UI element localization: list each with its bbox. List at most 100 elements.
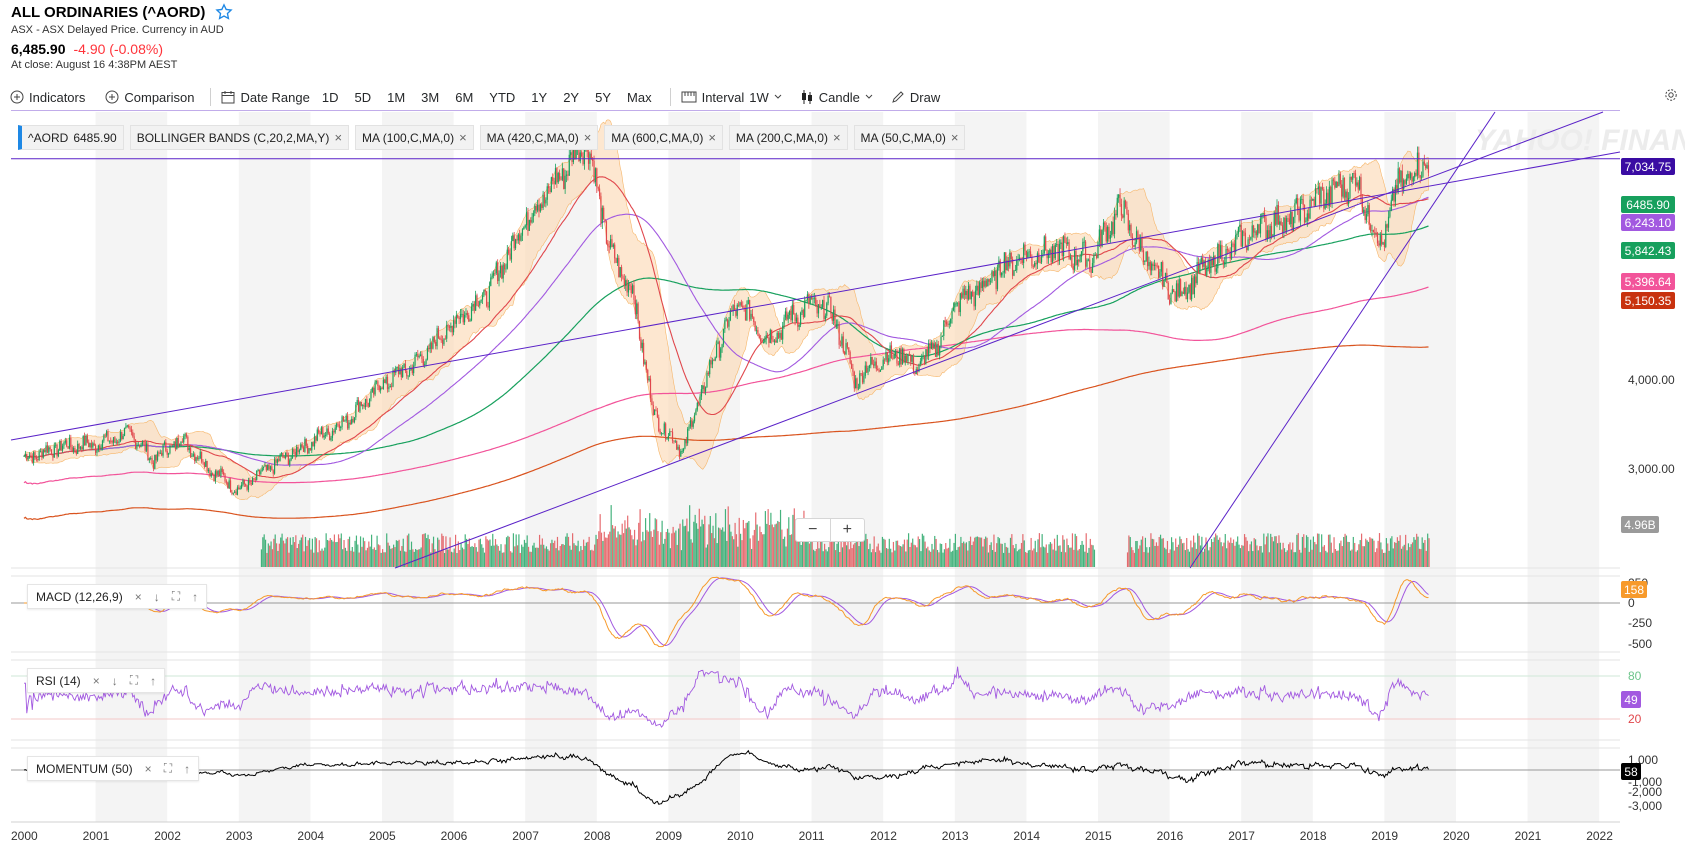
candle-body xyxy=(1335,182,1337,188)
candle-body xyxy=(632,285,634,294)
quote-title: ALL ORDINARIES (^AORD) xyxy=(11,3,206,21)
volume-bar xyxy=(1400,548,1403,567)
candle-body xyxy=(696,402,698,410)
volume-bar xyxy=(823,543,826,567)
candle-body xyxy=(1093,255,1095,264)
close-icon[interactable]: × xyxy=(334,130,343,145)
volume-bar xyxy=(331,539,333,567)
arrow-up-icon[interactable]: ↑ xyxy=(184,761,191,776)
candle-body xyxy=(888,358,890,363)
draw-button[interactable]: Draw xyxy=(891,90,940,105)
gear-icon[interactable] xyxy=(1664,88,1678,102)
candle-body xyxy=(97,445,99,451)
range-1m[interactable]: 1M xyxy=(387,89,406,105)
candle-body xyxy=(879,369,882,372)
volume-bar xyxy=(1389,538,1392,567)
candle-body xyxy=(1133,245,1135,247)
chart-type-button[interactable]: Candle xyxy=(800,89,873,105)
legend-ma100[interactable]: MA (100,C,MA,0) × xyxy=(355,125,474,150)
range-3m[interactable]: 3M xyxy=(421,89,440,105)
arrow-up-icon[interactable]: ↑ xyxy=(192,589,199,604)
legend-ma420[interactable]: MA (420,C,MA,0) × xyxy=(479,125,599,150)
arrow-down-icon[interactable]: ↓ xyxy=(111,673,118,688)
volume-bar xyxy=(618,534,621,567)
candle-body xyxy=(130,429,132,433)
candle-body xyxy=(667,435,669,439)
star-icon[interactable] xyxy=(215,3,233,21)
range-5y[interactable]: 5Y xyxy=(595,89,612,105)
range-2y[interactable]: 2Y xyxy=(563,89,580,105)
volume-bar xyxy=(521,544,523,567)
volume-bar xyxy=(1428,538,1430,567)
volume-bar xyxy=(672,526,674,567)
candle-body xyxy=(1324,203,1326,209)
legend-ma50[interactable]: MA (50,C,MA,0) × xyxy=(853,125,966,150)
comparison-button[interactable]: Comparison xyxy=(105,90,194,105)
expand-icon[interactable]: ⛶ xyxy=(171,589,181,603)
volume-bar xyxy=(723,531,725,567)
date-range-button[interactable]: Date Range xyxy=(221,90,310,105)
indicators-button[interactable]: Indicators xyxy=(10,90,85,105)
range-max[interactable]: Max xyxy=(627,89,652,105)
interval-button[interactable]: Interval 1W xyxy=(681,90,782,105)
legend-ma200[interactable]: MA (200,C,MA,0) × xyxy=(728,125,848,150)
candle-body xyxy=(605,221,608,244)
volume-bar xyxy=(359,536,362,567)
volume-bar xyxy=(512,533,515,567)
volume-bar xyxy=(1183,542,1185,567)
range-6m[interactable]: 6M xyxy=(455,89,474,105)
zoom-in-button[interactable]: + xyxy=(829,519,865,541)
close-icon[interactable]: × xyxy=(134,589,142,604)
volume-bar xyxy=(709,515,711,567)
candle-body xyxy=(1321,187,1324,190)
arrow-down-icon[interactable]: ↓ xyxy=(153,589,160,604)
price-chart[interactable]: YAHOO! FINANCE 3,000.004,000.00 2500-250… xyxy=(0,110,1685,847)
candle-body xyxy=(1152,263,1154,267)
candle-body xyxy=(64,440,66,443)
candle-body xyxy=(820,307,822,309)
range-1y[interactable]: 1Y xyxy=(531,89,548,105)
close-icon[interactable]: × xyxy=(144,761,152,776)
volume-bar xyxy=(946,548,948,567)
range-buttons: 1D 5D 1M 3M 6M YTD 1Y 2Y 5Y Max xyxy=(314,90,660,105)
close-icon[interactable]: × xyxy=(583,130,592,145)
candle-body xyxy=(554,168,557,185)
trendlines[interactable] xyxy=(10,110,1621,569)
candle-body xyxy=(813,297,815,299)
volume-bar xyxy=(1224,534,1226,567)
candle-body xyxy=(985,280,988,287)
close-icon[interactable]: × xyxy=(832,130,841,145)
year-tick: 2005 xyxy=(369,829,396,843)
volume-bar xyxy=(1413,537,1415,567)
candle-body xyxy=(662,433,664,435)
arrow-up-icon[interactable]: ↑ xyxy=(150,673,157,688)
candle-body xyxy=(1155,264,1157,266)
volume-bar xyxy=(445,536,447,567)
candle-body xyxy=(425,359,427,365)
zoom-out-button[interactable]: − xyxy=(808,521,818,538)
close-icon[interactable]: × xyxy=(950,130,959,145)
volume-bar xyxy=(1093,549,1096,567)
volume-bar xyxy=(583,539,585,567)
range-ytd[interactable]: YTD xyxy=(489,89,516,105)
candle-body xyxy=(1290,211,1292,225)
candle-body xyxy=(852,368,854,372)
volume-bar xyxy=(650,531,652,567)
candle-body xyxy=(477,305,479,307)
candle-body xyxy=(844,351,846,355)
candle-body xyxy=(947,324,949,326)
candle-body xyxy=(1167,282,1169,300)
legend-ma600[interactable]: MA (600,C,MA,0) × xyxy=(604,125,723,150)
legend-bollinger[interactable]: BOLLINGER BANDS (C,20,2,MA,Y) × xyxy=(129,125,350,150)
expand-icon[interactable]: ⛶ xyxy=(129,673,139,687)
range-1d[interactable]: 1D xyxy=(321,89,339,105)
candle-body xyxy=(616,257,619,263)
volume-bar xyxy=(740,533,742,567)
close-icon[interactable]: × xyxy=(92,673,100,688)
volume-bar xyxy=(1316,533,1319,567)
close-icon[interactable]: × xyxy=(708,130,716,145)
legend-symbol[interactable]: ^AORD 6485.90 xyxy=(18,125,124,150)
range-5d[interactable]: 5D xyxy=(354,89,372,105)
expand-icon[interactable]: ⛶ xyxy=(163,761,173,775)
close-icon[interactable]: × xyxy=(459,130,467,145)
